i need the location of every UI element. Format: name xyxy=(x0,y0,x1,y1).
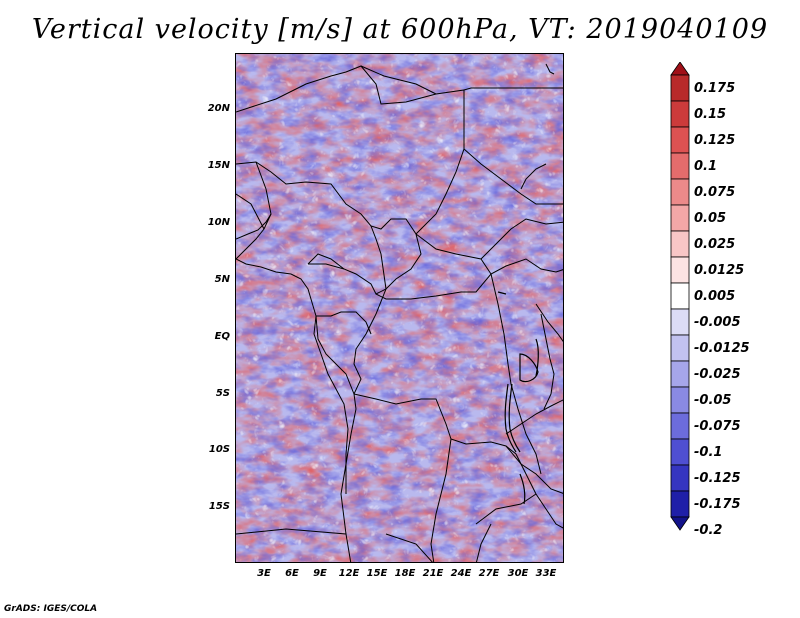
near-zero-velocity-field xyxy=(236,54,563,562)
lon-label-12e: 12E xyxy=(338,568,360,579)
lon-label-3e: 3E xyxy=(257,568,271,579)
colorbar-segment xyxy=(670,360,690,388)
lon-label-33e: 33E xyxy=(535,568,557,579)
lon-label-30e: 30E xyxy=(507,568,529,579)
cb-label: -0.175 xyxy=(694,497,741,512)
colorbar xyxy=(670,62,690,531)
cb-label: -0.025 xyxy=(694,367,741,382)
colorbar-segment xyxy=(670,152,690,180)
cb-label: 0.125 xyxy=(694,133,736,148)
cb-label: -0.005 xyxy=(694,315,741,330)
lon-label-21e: 21E xyxy=(422,568,444,579)
colorbar-segment xyxy=(670,74,690,102)
lat-label-15n: 15N xyxy=(207,160,230,171)
colorbar-segment xyxy=(670,230,690,258)
cb-label: 0.15 xyxy=(694,107,727,122)
lon-label-9e: 9E xyxy=(313,568,327,579)
colorbar-segment xyxy=(670,334,690,362)
map-panel xyxy=(235,53,564,563)
lat-label-10s: 10S xyxy=(208,444,230,455)
cb-label: -0.1 xyxy=(694,445,723,460)
colorbar-top-arrow xyxy=(670,62,690,76)
grads-credit: GrADS: IGES/COLA xyxy=(4,604,98,614)
colorbar-segment xyxy=(670,282,690,310)
cb-label: 0.005 xyxy=(694,289,736,304)
lon-label-6e: 6E xyxy=(285,568,299,579)
country-borders xyxy=(236,63,563,562)
cb-label: 0.075 xyxy=(694,185,736,200)
cb-label: 0.1 xyxy=(694,159,718,174)
cb-label: -0.2 xyxy=(694,523,723,538)
cb-label: -0.075 xyxy=(694,419,741,434)
cb-label: -0.0125 xyxy=(694,341,750,356)
colorbar-segment xyxy=(670,464,690,492)
lon-label-15e: 15E xyxy=(366,568,388,579)
cb-label: -0.05 xyxy=(694,393,732,408)
lat-label-15s: 15S xyxy=(208,501,230,512)
colorbar-segment xyxy=(670,308,690,336)
colorbar-bottom-arrow xyxy=(670,516,690,531)
cb-label: 0.175 xyxy=(694,81,736,96)
colorbar-segment xyxy=(670,438,690,466)
cb-label: -0.125 xyxy=(694,471,741,486)
lat-label-20n: 20N xyxy=(207,103,230,114)
lon-label-18e: 18E xyxy=(394,568,416,579)
chart-title: Vertical velocity [m/s] at 600hPa, VT: 2… xyxy=(31,14,769,45)
lon-label-24e: 24E xyxy=(450,568,472,579)
cb-label: 0.025 xyxy=(694,237,736,252)
cb-label: 0.05 xyxy=(694,211,727,226)
lat-label-5n: 5N xyxy=(214,274,230,285)
colorbar-segment xyxy=(670,412,690,440)
coastline xyxy=(236,258,349,494)
lat-label-10n: 10N xyxy=(207,217,230,228)
lat-label-5s: 5S xyxy=(215,388,230,399)
velocity-field-map xyxy=(236,54,563,562)
colorbar-segment xyxy=(670,178,690,206)
colorbar-segment xyxy=(670,204,690,232)
lat-label-eq: EQ xyxy=(214,331,230,342)
lakes xyxy=(497,291,539,505)
colorbar-segment xyxy=(670,126,690,154)
lon-label-27e: 27E xyxy=(478,568,500,579)
cb-label: 0.0125 xyxy=(694,263,745,278)
colorbar-segment xyxy=(670,100,690,128)
colorbar-segment xyxy=(670,256,690,284)
colorbar-segment xyxy=(670,386,690,414)
colorbar-segment xyxy=(670,490,690,518)
